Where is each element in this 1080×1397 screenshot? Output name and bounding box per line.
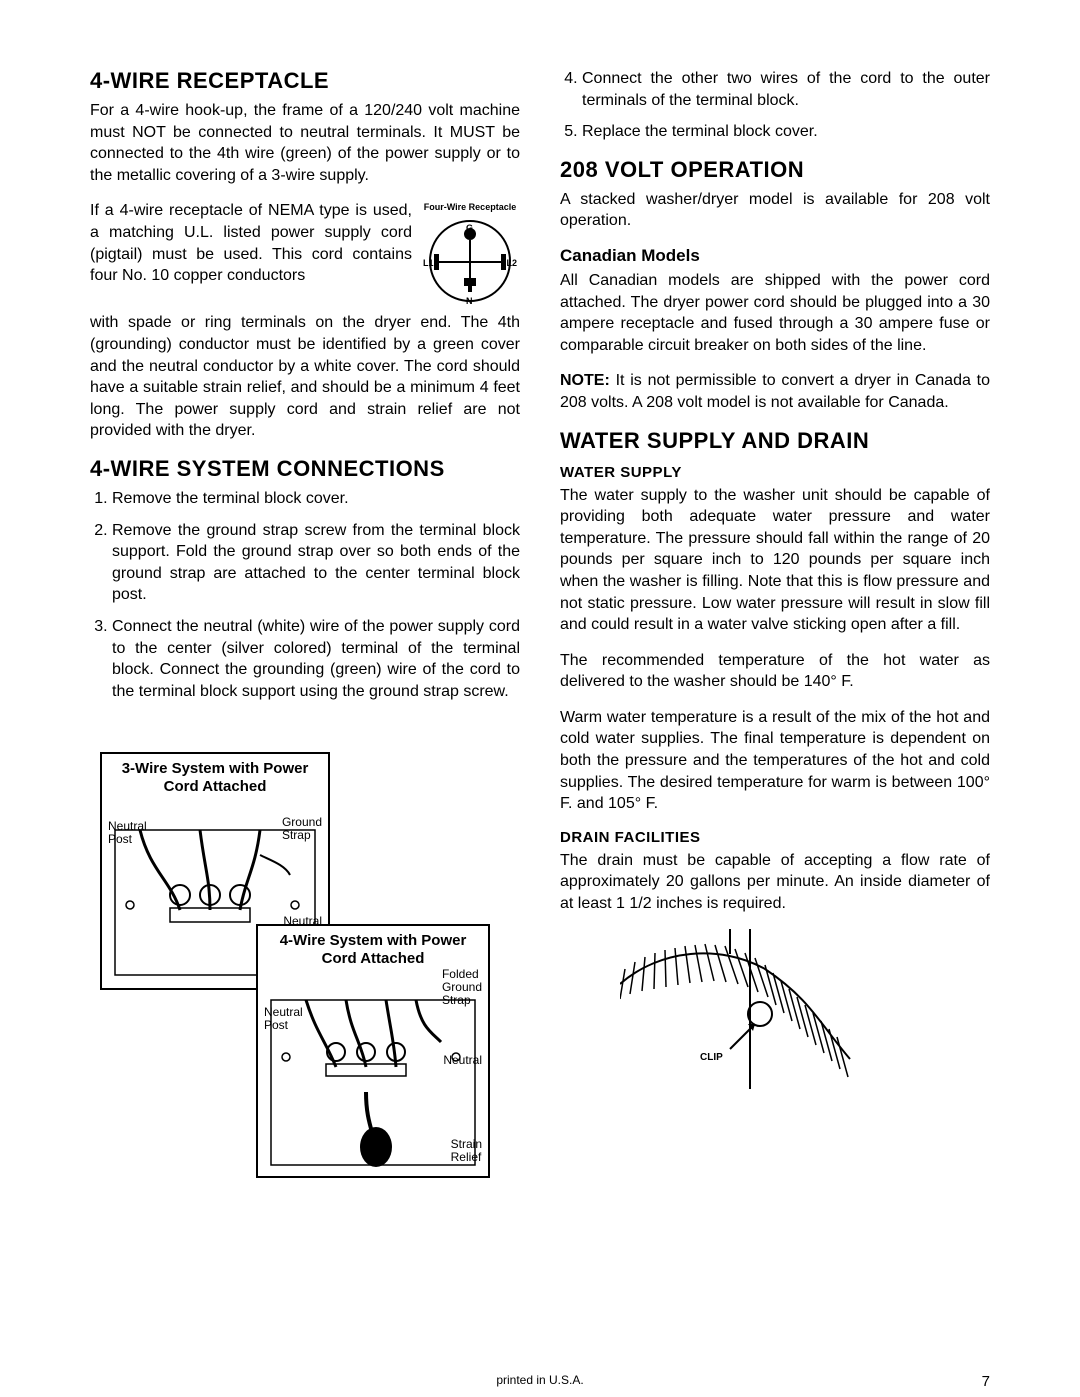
left-column: 4-WIRE RECEPTACLE For a 4-wire hook-up, …	[90, 68, 520, 1099]
step-2: Remove the ground strap screw from the t…	[112, 520, 520, 606]
receptacle-diagram: Four-Wire Receptacle	[420, 202, 520, 312]
step-4: Connect the other two wires of the cord …	[582, 68, 990, 111]
label-neutral-4w: Neutral	[443, 1054, 482, 1067]
drain-hose-diagram: CLIP	[560, 929, 990, 1099]
label-folded-ground: Folded Ground Strap	[442, 968, 482, 1008]
step-5: Replace the terminal block cover.	[582, 121, 990, 143]
label-n: N	[466, 296, 473, 306]
heading-4wire-receptacle: 4-WIRE RECEPTACLE	[90, 68, 520, 94]
para-canadian: All Canadian models are shipped with the…	[560, 270, 990, 356]
subhead-drain: DRAIN FACILITIES	[560, 829, 990, 846]
label-l2: L2	[506, 258, 517, 268]
clip-label: CLIP	[700, 1052, 723, 1063]
steps-list-left: Remove the terminal block cover. Remove …	[90, 488, 520, 702]
heading-4wire-connections: 4-WIRE SYSTEM CONNECTIONS	[90, 456, 520, 482]
receptacle-title: Four-Wire Receptacle	[420, 202, 520, 212]
heading-208volt: 208 VOLT OPERATION	[560, 157, 990, 183]
para-nema-b: with spade or ring terminals on the drye…	[90, 312, 520, 442]
label-g: G	[466, 223, 473, 233]
diagram-4wire: 4-Wire System with Power Cord Attached	[256, 924, 490, 1178]
subhead-canadian: Canadian Models	[560, 246, 990, 266]
para-drain: The drain must be capable of accepting a…	[560, 850, 990, 915]
para-water-pressure: The water supply to the washer unit shou…	[560, 485, 990, 636]
label-l1: L1	[423, 258, 434, 268]
para-hot-temp: The recommended temperature of the hot w…	[560, 650, 990, 693]
label-ground-strap-3w: Ground Strap	[282, 816, 322, 842]
subhead-water-supply: WATER SUPPLY	[560, 464, 990, 481]
diagram-4wire-title: 4-Wire System with Power Cord Attached	[264, 932, 482, 968]
label-strain-relief: Strain Relief	[451, 1138, 482, 1164]
footer-page-number: 7	[982, 1373, 990, 1390]
step-1: Remove the terminal block cover.	[112, 488, 520, 510]
heading-water-supply-drain: WATER SUPPLY AND DRAIN	[560, 428, 990, 454]
diagram-3wire-title: 3-Wire System with Power Cord Attached	[108, 760, 322, 796]
label-neutral-post-4w: Neutral Post	[264, 1006, 303, 1032]
footer-printed: printed in U.S.A.	[90, 1373, 990, 1387]
step-3: Connect the neutral (white) wire of the …	[112, 616, 520, 702]
para-note: NOTE: It is not permissible to convert a…	[560, 370, 990, 413]
para-208volt: A stacked washer/dryer model is availabl…	[560, 189, 990, 232]
right-column: Connect the other two wires of the cord …	[560, 68, 990, 1099]
para-warm-temp: Warm water temperature is a result of th…	[560, 707, 990, 815]
para-4wire-intro: For a 4-wire hook-up, the frame of a 120…	[90, 100, 520, 186]
steps-list-right: Connect the other two wires of the cord …	[560, 68, 990, 143]
label-neutral-post-3w: Neutral Post	[108, 820, 147, 846]
